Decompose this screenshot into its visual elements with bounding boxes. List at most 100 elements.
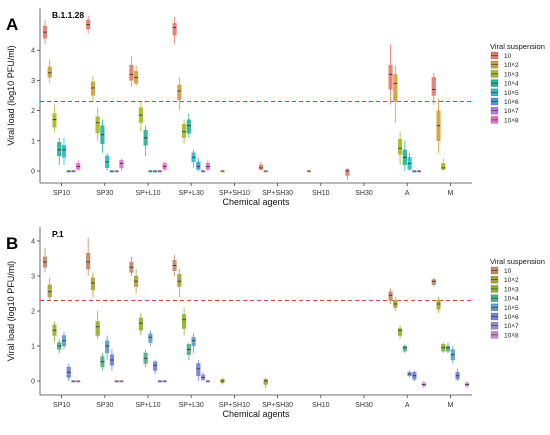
- box-10e4-A: [402, 140, 407, 171]
- box-10e4-SP10: [57, 339, 62, 353]
- box-10e6-SP10: [66, 170, 71, 173]
- box-10e7-SP30: [114, 170, 119, 173]
- box-10-SP10: [42, 248, 48, 273]
- box-10e5-SP+L10: [148, 330, 153, 346]
- box-10e4-SP+L10: [143, 125, 148, 156]
- box-10e8-SP+L10: [162, 380, 167, 383]
- box-body: [47, 66, 52, 78]
- legend-entry-label: 10˄6: [504, 99, 519, 106]
- box-10e3-SP30: [95, 107, 100, 141]
- box-10e6-A: [412, 170, 417, 173]
- legend-entry-label: 10˄8: [504, 332, 519, 339]
- box-10e2-M: [436, 98, 441, 153]
- box-body: [86, 253, 91, 270]
- box-10e6-A: [412, 370, 417, 381]
- box-10e8-SP+L30: [205, 380, 210, 383]
- box-10e4-SP+L30: [186, 342, 191, 360]
- panel-b: B P.1 0 1 2 3 4 Viral load (log10 PFU/ml) Chemic…: [6, 227, 545, 419]
- x-tick-label: A: [405, 190, 410, 197]
- box-10e4-SP+L30: [186, 113, 191, 138]
- box-10e5-SP+L30: [191, 149, 196, 168]
- box-10e5-SP30: [105, 335, 110, 360]
- box-10e2-SP30: [90, 75, 95, 102]
- box-10e8-SP10: [76, 380, 81, 383]
- legend: Viral suspension 10 10˄2 10˄3 10˄4 10˄5 10˄6 10…: [490, 257, 545, 339]
- box-10e6-SP+L10: [153, 360, 158, 374]
- legend: Viral suspension 10 10˄2 10˄3 10˄4 10˄5 10˄6 10…: [490, 42, 545, 124]
- box-10e3-SP30: [95, 311, 100, 339]
- box-10e5-A: [407, 370, 412, 378]
- box-10e2-M: [436, 297, 441, 313]
- box-10e3-A: [398, 325, 403, 339]
- box-10e4-M: [445, 342, 451, 353]
- legend-entry-label: 10˄2: [504, 62, 519, 69]
- box-body: [57, 142, 62, 157]
- x-tick-label: SH30: [355, 190, 373, 197]
- box-body: [393, 74, 398, 102]
- x-tick-label: SP+SH10: [219, 190, 250, 197]
- box-10e5-SP30: [105, 152, 110, 171]
- box-10e2-SP30: [90, 272, 95, 297]
- y-tick-label: 2: [31, 309, 35, 316]
- legend-entry-label: 10˄3: [504, 71, 519, 78]
- legend-entry-label: 10: [504, 268, 512, 275]
- box-body: [398, 328, 403, 336]
- box-10e3-A: [398, 131, 403, 165]
- x-tick-label: SH10: [312, 402, 330, 409]
- box-10-SH30: [345, 167, 350, 180]
- y-tick-label: 3: [31, 274, 35, 281]
- box-10e8-SP+L10: [162, 161, 167, 171]
- box-body: [95, 321, 100, 336]
- box-10-M: [431, 277, 436, 287]
- box-body: [388, 65, 393, 90]
- box-10e3-M: [441, 342, 446, 353]
- box-10e4-SP30: [100, 353, 105, 371]
- box-10e6-SP30: [109, 170, 114, 173]
- box-10e7-SP+L10: [157, 170, 162, 173]
- box-10e2-SP+SH30: [263, 170, 268, 173]
- box-10-SP30: [86, 15, 91, 34]
- y-tick-label: 4: [31, 48, 35, 55]
- y-tick-label: 1: [31, 344, 35, 351]
- box-body: [345, 169, 350, 176]
- x-tick-label: A: [405, 402, 410, 409]
- box-body: [441, 163, 446, 170]
- box-body: [431, 77, 436, 96]
- box-body: [186, 119, 191, 134]
- box-10-A: [388, 44, 393, 105]
- box-body: [172, 22, 177, 36]
- y-tick-label: 3: [31, 78, 35, 85]
- box-body: [47, 284, 52, 298]
- box-10e6-SP10: [66, 363, 71, 381]
- box-10e8-SP30: [119, 158, 124, 171]
- box-10e7-SP+L30: [201, 170, 206, 173]
- box-10e6-SP+L30: [196, 157, 201, 171]
- box-10e5-SP+L30: [191, 333, 196, 353]
- box-10e4-SP10: [57, 137, 62, 165]
- x-axis-title: Chemical agents: [222, 197, 290, 207]
- y-tick-label: 0: [31, 168, 35, 175]
- box-10e3-SP10: [52, 104, 57, 132]
- box-10e8-A: [421, 381, 426, 388]
- box-10e7-SP10: [71, 380, 76, 383]
- box-body: [138, 317, 143, 331]
- box-body: [90, 277, 95, 291]
- box-10-SP+L30: [172, 255, 177, 276]
- box-10e3-SP+L10: [138, 101, 143, 132]
- box-10e2-SP+L30: [177, 77, 182, 111]
- legend-entry-label: 10˄7: [504, 323, 519, 330]
- box-10e2-A: [393, 65, 398, 123]
- box-body: [129, 65, 134, 81]
- x-tick-label: SP+L10: [135, 402, 160, 409]
- box-body: [90, 81, 95, 96]
- box-10-SP+L30: [172, 17, 177, 45]
- box-10e7-SP+L30: [201, 372, 206, 381]
- box-body: [182, 123, 187, 138]
- box-10e7-SP30: [114, 380, 119, 383]
- box-10e7-SP+L10: [157, 380, 162, 383]
- box-body: [95, 116, 100, 134]
- box-10e5-M: [450, 346, 455, 364]
- box-body: [445, 345, 451, 352]
- box-body: [388, 291, 393, 301]
- y-axis-title: Viral load (log10 PFU/ml): [6, 261, 16, 361]
